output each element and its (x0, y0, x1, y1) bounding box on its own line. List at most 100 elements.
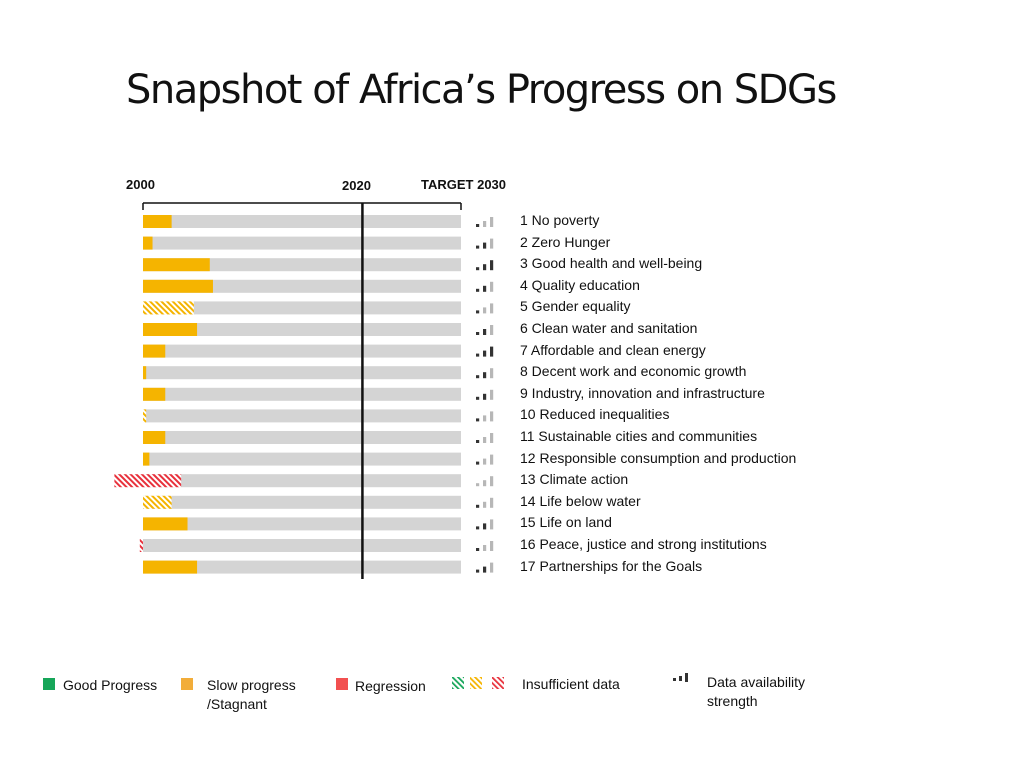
bar-track (143, 279, 461, 293)
legend-slow-label-line1: Slow progress (207, 677, 296, 693)
bar-goal-8 (143, 366, 147, 380)
legend-slow-swatch (181, 678, 193, 690)
goal-label-4: 4 Quality education (520, 276, 640, 293)
legend-slow-label-line2: /Stagnant (207, 696, 267, 712)
goal-label-6: 6 Clean water and sanitation (520, 320, 698, 336)
bar-track (143, 409, 461, 423)
data-strength-bar (483, 415, 487, 422)
data-strength-bar (476, 418, 480, 422)
bar-goal-14 (143, 495, 172, 509)
bar-track (143, 236, 461, 250)
data-strength-bar (490, 260, 494, 271)
data-strength-bar (483, 285, 487, 292)
data-strength-bar (490, 497, 494, 508)
bar-track (143, 474, 461, 488)
data-strength-bar (476, 483, 480, 487)
axis-label-2000: 2000 (126, 177, 155, 192)
legend-hatch-red (492, 677, 504, 689)
data-strength-bar (476, 375, 480, 379)
bar-track (143, 366, 461, 380)
bar-goal-12 (143, 452, 150, 466)
data-strength-bar (476, 461, 480, 465)
data-strength-bar (476, 353, 480, 357)
legend-good-label: Good Progress (63, 677, 158, 693)
legend-hatch-yellow (470, 677, 482, 689)
data-strength-bar (476, 310, 480, 314)
data-strength-bar (490, 303, 494, 314)
bar-track (143, 387, 461, 401)
bar-goal-16 (139, 539, 143, 552)
data-strength-bar (476, 332, 480, 335)
data-strength-bar (490, 541, 494, 551)
page-title: Snapshot of Africa’s Progress on SDGs (126, 67, 837, 113)
data-strength-bar (483, 566, 487, 573)
data-strength-bar (490, 454, 494, 465)
data-strength-bar (490, 281, 494, 292)
bar-track (143, 560, 461, 574)
goal-label-1: 1 No poverty (520, 212, 600, 228)
data-strength-bar (483, 501, 487, 508)
data-strength-bar (483, 264, 487, 271)
goal-label-12: 12 Responsible consumption and productio… (520, 449, 797, 466)
bar-goal-1 (143, 215, 172, 228)
goal-label-14: 14 Life below water (520, 492, 641, 509)
data-strength-bar (483, 329, 487, 335)
legend-good-swatch (43, 678, 55, 690)
data-strength-bar (483, 242, 487, 249)
data-strength-bar (476, 440, 480, 443)
goal-label-5: 5 Gender equality (520, 298, 631, 315)
goal-label-13: 13 Climate action (520, 471, 629, 488)
data-strength-bar (483, 523, 487, 530)
data-strength-bar (476, 548, 480, 551)
bar-goal-13 (114, 474, 182, 488)
data-strength-bar (490, 562, 494, 573)
data-strength-bar (476, 569, 480, 573)
legend-availability-label: Data availability strength (707, 673, 805, 711)
legend-regression-swatch (336, 678, 348, 690)
legend-insufficient-swatches (452, 677, 504, 689)
goal-label-3: 3 Good health and well-being (520, 255, 703, 272)
legend-slow-label: Slow progress /Stagnant (207, 676, 296, 714)
bar-track (143, 495, 461, 509)
bar-track (143, 452, 461, 466)
legend-availability-line2: strength (707, 693, 758, 709)
data-strength-bar (490, 217, 494, 227)
data-strength-bar (490, 389, 494, 400)
data-strength-bar (483, 350, 487, 357)
data-strength-bar (483, 480, 487, 487)
data-strength-bar (476, 224, 480, 227)
data-strength-bar (476, 288, 480, 292)
goal-label-7: 7 Affordable and clean energy (520, 341, 706, 358)
bar-goal-6 (143, 323, 198, 336)
legend-availability-line1: Data availability (707, 674, 806, 690)
legend-hatch-green (452, 677, 464, 689)
data-strength-bar (476, 396, 480, 400)
goal-label-8: 8 Decent work and economic growth (520, 363, 747, 380)
goal-label-9: 9 Industry, innovation and infrastructur… (520, 384, 765, 401)
bar-track (143, 258, 461, 272)
goal-label-2: 2 Zero Hunger (520, 233, 611, 250)
data-strength-bar (483, 307, 487, 314)
bar-goal-5 (143, 301, 194, 315)
data-strength-bar (490, 519, 494, 530)
data-strength-bar (483, 393, 487, 400)
bar-goal-11 (143, 431, 166, 444)
goal-label-16: 16 Peace, justice and strong institution… (520, 536, 767, 552)
bar-track (143, 517, 461, 531)
bar-goal-15 (143, 517, 188, 531)
data-strength-bar (490, 346, 494, 357)
bar-track (143, 323, 461, 336)
legend-regression-label: Regression (355, 678, 426, 694)
bar-goal-3 (143, 258, 210, 272)
goal-label-15: 15 Life on land (520, 514, 612, 531)
bar-track (143, 301, 461, 315)
data-strength-bar (476, 504, 480, 508)
goal-label-17: 17 Partnerships for the Goals (520, 557, 703, 574)
data-strength-bar (490, 368, 494, 379)
bar-goal-2 (143, 236, 153, 250)
data-strength-bar (483, 437, 487, 443)
axis-label-target-2030: TARGET 2030 (421, 177, 507, 192)
data-strength-bar (490, 433, 494, 443)
bar-goal-9 (143, 387, 166, 401)
bar-goal-7 (143, 344, 166, 358)
